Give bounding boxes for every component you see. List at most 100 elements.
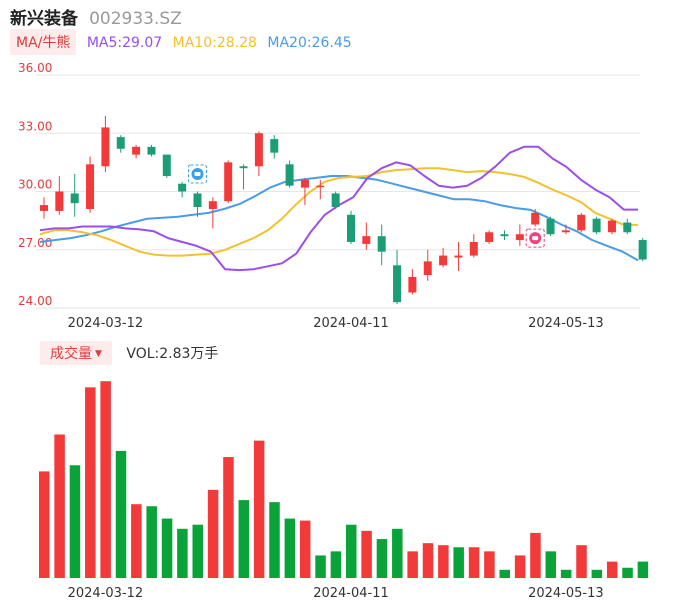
- candle: [86, 156, 95, 213]
- candle-body: [270, 139, 279, 153]
- volume-bar: [177, 528, 188, 578]
- candle-body: [132, 146, 141, 155]
- candle-body: [439, 255, 448, 266]
- event-alert-icon[interactable]: [525, 228, 545, 248]
- candle-body: [285, 164, 294, 186]
- stock-header: 新兴装备 002933.SZ: [10, 4, 182, 29]
- candle: [347, 210, 355, 244]
- candle: [40, 197, 48, 219]
- volume-bar: [39, 471, 50, 578]
- volume-bar: [207, 489, 219, 578]
- candle-body: [607, 220, 616, 233]
- volume-bar: [330, 551, 342, 578]
- candle: [546, 216, 555, 237]
- candle: [439, 247, 448, 268]
- volume-bar: [530, 532, 541, 578]
- volume-bar: [622, 567, 633, 578]
- candle-body: [377, 236, 386, 252]
- candle-body: [546, 218, 555, 235]
- volume-bar: [576, 545, 587, 578]
- candle: [469, 234, 478, 258]
- candle: [362, 222, 371, 250]
- candle: [132, 144, 141, 159]
- volume-bar: [253, 440, 265, 578]
- candle: [300, 177, 309, 206]
- volume-bar: [514, 555, 526, 578]
- candle: [592, 216, 601, 235]
- volume-bar: [85, 387, 96, 578]
- volume-bar: [54, 434, 65, 578]
- volume-bar: [238, 500, 250, 578]
- candle: [208, 197, 217, 229]
- volume-bar: [376, 539, 388, 578]
- volume-bar: [422, 543, 434, 578]
- volume-bar: [591, 569, 603, 578]
- candle-body: [500, 234, 509, 237]
- candle: [239, 164, 248, 190]
- volume-x-tick-label: 2024-04-11: [313, 586, 389, 601]
- price-x-axis: 2024-03-12 2024-04-11 2024-05-13: [68, 316, 604, 330]
- x-tick-label: 2024-04-11: [313, 316, 389, 330]
- stock-name: 新兴装备: [10, 9, 78, 29]
- candle-body: [86, 164, 95, 209]
- candle-body: [224, 162, 233, 202]
- ma-indicator-toggle[interactable]: MA/牛熊: [10, 29, 77, 55]
- candle: [178, 181, 187, 198]
- volume-x-axis: 2024-03-12 2024-04-11 2024-05-13: [68, 586, 604, 601]
- candle: [531, 208, 540, 227]
- volume-bar: [606, 561, 618, 578]
- candle-body: [423, 261, 432, 275]
- candles: [40, 115, 647, 305]
- candle-body: [101, 127, 110, 167]
- volume-bar: [315, 555, 326, 578]
- volume-bar: [438, 545, 449, 578]
- candle-body: [208, 201, 217, 209]
- candle-body: [239, 166, 248, 169]
- candle: [408, 269, 417, 295]
- candle: [331, 191, 340, 209]
- candle: [515, 224, 524, 246]
- candle-body: [592, 218, 601, 233]
- ma20-value: MA20:26.45: [267, 35, 352, 51]
- candle-body: [116, 137, 125, 149]
- ma5-value: MA5:29.07: [86, 35, 163, 51]
- candle-body: [485, 232, 494, 242]
- candle-body: [454, 255, 463, 258]
- markers: [188, 164, 545, 248]
- volume-bar: [453, 547, 464, 578]
- candle: [423, 249, 432, 281]
- volume-value: VOL:2.83万手: [126, 346, 219, 362]
- candle-body: [347, 214, 355, 242]
- volume-bar: [131, 504, 142, 578]
- candle-body: [254, 133, 263, 167]
- volume-x-tick-label: 2024-03-12: [68, 586, 144, 601]
- candle-body: [316, 185, 325, 188]
- volume-bar: [484, 551, 495, 578]
- volume-bar: [223, 457, 234, 578]
- candle: [162, 154, 171, 178]
- volume-bar: [545, 551, 557, 578]
- candle-body: [162, 154, 171, 176]
- y-tick-label: 27.00: [18, 236, 52, 250]
- candle-body: [531, 212, 540, 225]
- candle-body: [577, 214, 586, 231]
- event-info-icon[interactable]: [188, 164, 207, 184]
- volume-bar: [192, 524, 203, 578]
- caret-down-icon: ▼: [95, 349, 102, 359]
- volume-bar: [69, 465, 81, 578]
- ma5-line: [39, 145, 638, 272]
- candle-body: [469, 241, 478, 256]
- volume-bar: [284, 518, 296, 578]
- volume-indicator-toggle[interactable]: 成交量 ▼: [40, 341, 112, 365]
- volume-bars: [39, 381, 649, 578]
- volume-legend: 成交量 ▼ VOL:2.83万手: [40, 341, 219, 365]
- volume-bar: [346, 524, 357, 578]
- candle-body: [638, 240, 647, 260]
- ma-legend: MA/牛熊 MA5:29.07 MA10:28.28 MA20:26.45: [10, 29, 352, 55]
- y-tick-label: 36.00: [18, 61, 52, 75]
- candle: [270, 135, 279, 159]
- volume-bar: [407, 551, 418, 578]
- candle-body: [300, 179, 309, 188]
- candle: [316, 179, 325, 200]
